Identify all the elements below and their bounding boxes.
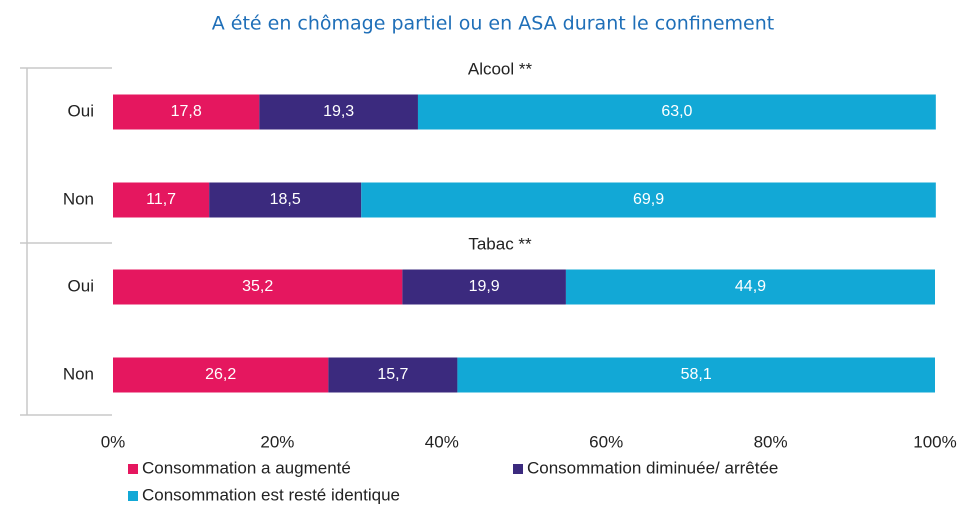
legend-swatch xyxy=(128,464,138,474)
value-label: 35,2 xyxy=(242,278,273,295)
group-label: Tabac ** xyxy=(468,234,532,253)
y-tick-label: Non xyxy=(63,189,94,208)
legend-label: Consommation a augmenté xyxy=(142,458,351,477)
bar-segment xyxy=(259,94,418,130)
bar-segment xyxy=(361,182,936,218)
bar-segment xyxy=(209,182,362,218)
x-tick-label: 80% xyxy=(754,432,788,451)
x-tick-label: 20% xyxy=(260,432,294,451)
value-label: 69,9 xyxy=(633,191,664,208)
bar-segment xyxy=(113,269,403,305)
value-label: 63,0 xyxy=(661,103,692,120)
y-tick-label: Oui xyxy=(68,101,94,120)
legend-label: Consommation diminuée/ arrêtée xyxy=(527,458,778,477)
y-tick-label: Oui xyxy=(68,276,94,295)
value-label: 19,3 xyxy=(323,103,354,120)
value-label: 11,7 xyxy=(146,191,176,208)
value-label: 44,9 xyxy=(735,278,766,295)
group-frame xyxy=(20,67,112,416)
bar-segment xyxy=(328,357,458,393)
group-label: Alcool ** xyxy=(468,59,533,78)
chart-title: A été en chômage partiel ou en ASA duran… xyxy=(212,13,775,35)
value-label: 18,5 xyxy=(270,191,301,208)
value-label: 26,2 xyxy=(205,366,236,383)
bar-segment xyxy=(113,357,329,393)
value-label: 17,8 xyxy=(171,103,202,120)
y-tick-label: Non xyxy=(63,364,94,383)
bar-segment xyxy=(402,269,566,305)
x-tick-label: 60% xyxy=(589,432,623,451)
value-label: 15,7 xyxy=(377,366,408,383)
legend-swatch xyxy=(513,464,523,474)
legend-swatch xyxy=(128,491,138,501)
bar-segment xyxy=(457,357,935,393)
bar-segment xyxy=(113,94,260,130)
value-label: 58,1 xyxy=(681,366,712,383)
bar-segment xyxy=(113,182,210,218)
value-label: 19,9 xyxy=(469,278,500,295)
bar-segment xyxy=(565,269,935,305)
bar-segment xyxy=(417,94,936,130)
x-tick-label: 40% xyxy=(425,432,459,451)
legend-label: Consommation est resté identique xyxy=(142,485,400,504)
x-tick-label: 100% xyxy=(913,432,956,451)
x-tick-label: 0% xyxy=(101,432,126,451)
